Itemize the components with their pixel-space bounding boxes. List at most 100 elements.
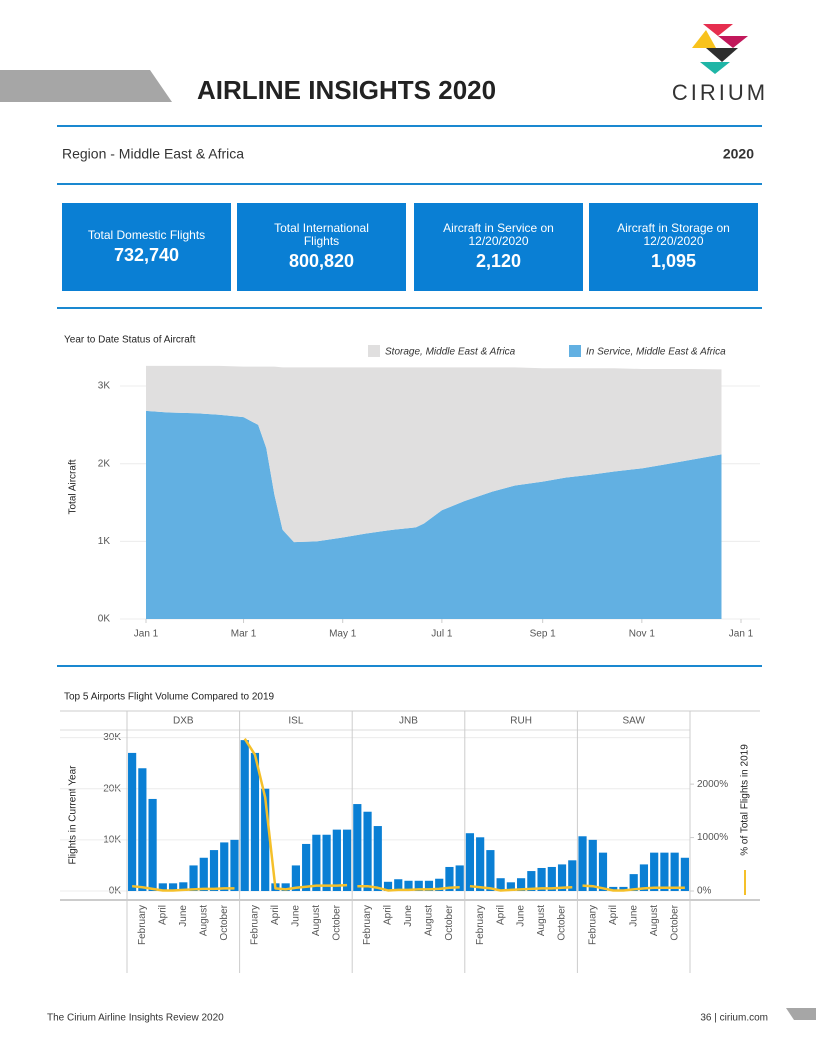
legend-label: Storage, Middle East & Africa: [385, 347, 516, 358]
panel-label: SAW: [622, 716, 645, 727]
chart-title: Top 5 Airports Flight Volume Compared to…: [64, 692, 275, 703]
bar: [629, 874, 638, 891]
x-tick-label: June: [628, 905, 639, 927]
x-tick-label: June: [516, 905, 527, 927]
bar: [588, 839, 597, 891]
legend-label: In Service, Middle East & Africa: [586, 347, 726, 358]
footer-right: 36 | cirium.com: [700, 1013, 768, 1024]
panel-label: ISL: [288, 716, 303, 727]
bar: [240, 740, 249, 891]
x-tick-label: February: [137, 905, 148, 945]
x-tick-label: Nov 1: [629, 629, 656, 640]
bar: [148, 798, 157, 891]
kpi-label: Total Domestic Flights: [87, 227, 206, 242]
bar: [660, 852, 669, 891]
bar: [537, 867, 546, 891]
y-tick-label: 2K: [98, 458, 111, 469]
y-tick-label: 1K: [98, 536, 111, 547]
bar: [455, 865, 464, 891]
bar: [680, 857, 689, 891]
bar: [394, 879, 403, 891]
bar: [486, 850, 495, 891]
bar: [281, 883, 290, 891]
bar: [250, 752, 260, 891]
bar: [383, 881, 393, 891]
x-tick-label: August: [311, 905, 322, 936]
kpi-value: 2,120: [475, 251, 522, 271]
header-band: [0, 70, 172, 102]
x-tick-label: Jul 1: [431, 629, 453, 640]
x-tick-label: August: [198, 905, 209, 936]
bar: [496, 878, 505, 891]
bar: [291, 865, 300, 891]
kpi-value: 732,740: [113, 244, 180, 265]
x-tick-label: April: [608, 905, 619, 925]
panel-label: RUH: [510, 716, 532, 727]
bar: [363, 811, 372, 891]
region-label: Region - Middle East & Africa: [62, 146, 244, 162]
x-tick-label: February: [250, 905, 261, 945]
bar: [332, 829, 341, 891]
bar: [650, 852, 659, 891]
x-tick-label: Jan 1: [729, 629, 754, 640]
page-title: AIRLINE INSIGHTS 2020: [197, 75, 496, 105]
x-tick-label: February: [475, 905, 486, 945]
x-tick-label: May 1: [329, 629, 357, 640]
x-tick-label: August: [424, 905, 435, 936]
x-tick-label: June: [291, 905, 302, 927]
pct-line: [131, 884, 235, 892]
x-tick-label: August: [649, 905, 660, 936]
bar: [179, 882, 188, 891]
bar: [476, 837, 485, 891]
kpi-card: Total Domestic Flights 732,740: [62, 203, 231, 291]
bar: [342, 829, 352, 891]
bar: [435, 878, 444, 891]
x-tick-label: October: [444, 904, 455, 940]
bar: [445, 866, 454, 891]
y2-tick-label: 1000%: [697, 832, 728, 843]
bar: [230, 839, 239, 891]
bar: [465, 833, 475, 891]
bar: [261, 788, 270, 891]
bar: [128, 752, 137, 891]
chart-title: Year to Date Status of Aircraft: [64, 335, 196, 346]
bar: [199, 857, 208, 891]
y-axis-label: Total Aircraft: [68, 459, 79, 514]
kpi-card: Aircraft in Service on 12/20/2020 2,120: [414, 203, 583, 291]
bar: [670, 852, 679, 891]
area: [146, 365, 722, 543]
pct-line: [469, 884, 573, 892]
year-label: 2020: [723, 146, 754, 162]
y2-axis-label: % of Total Flights in 2019: [740, 744, 751, 856]
kpi-label: Aircraft in Storage on 12/20/2020: [617, 221, 730, 248]
bar: [404, 880, 413, 891]
pct-line: [243, 738, 348, 891]
logo-mark: [692, 24, 748, 74]
bar: [424, 880, 434, 891]
footer-left: The Cirium Airline Insights Review 2020: [47, 1013, 224, 1024]
x-tick-label: October: [331, 904, 342, 940]
bar: [138, 768, 147, 891]
bar: [578, 836, 587, 891]
bar: [168, 883, 178, 891]
x-tick-label: April: [270, 905, 281, 925]
x-tick-label: August: [536, 905, 547, 936]
bar: [312, 834, 321, 891]
bar: [353, 804, 362, 891]
kpi-label: Total International Flights: [274, 221, 369, 248]
bar: [639, 864, 649, 891]
bar: [598, 852, 608, 891]
kpi-value: 1,095: [650, 251, 697, 271]
bar: [619, 886, 628, 891]
x-tick-label: June: [403, 905, 414, 927]
x-tick-label: October: [557, 904, 568, 940]
x-tick-label: June: [178, 905, 189, 927]
y-tick-label: 3K: [98, 381, 111, 392]
panel-label: JNB: [399, 716, 418, 727]
bar: [302, 843, 311, 891]
y-tick-label: 0K: [98, 614, 111, 625]
y2-tick-label: 2000%: [697, 779, 728, 790]
x-tick-label: April: [495, 905, 506, 925]
